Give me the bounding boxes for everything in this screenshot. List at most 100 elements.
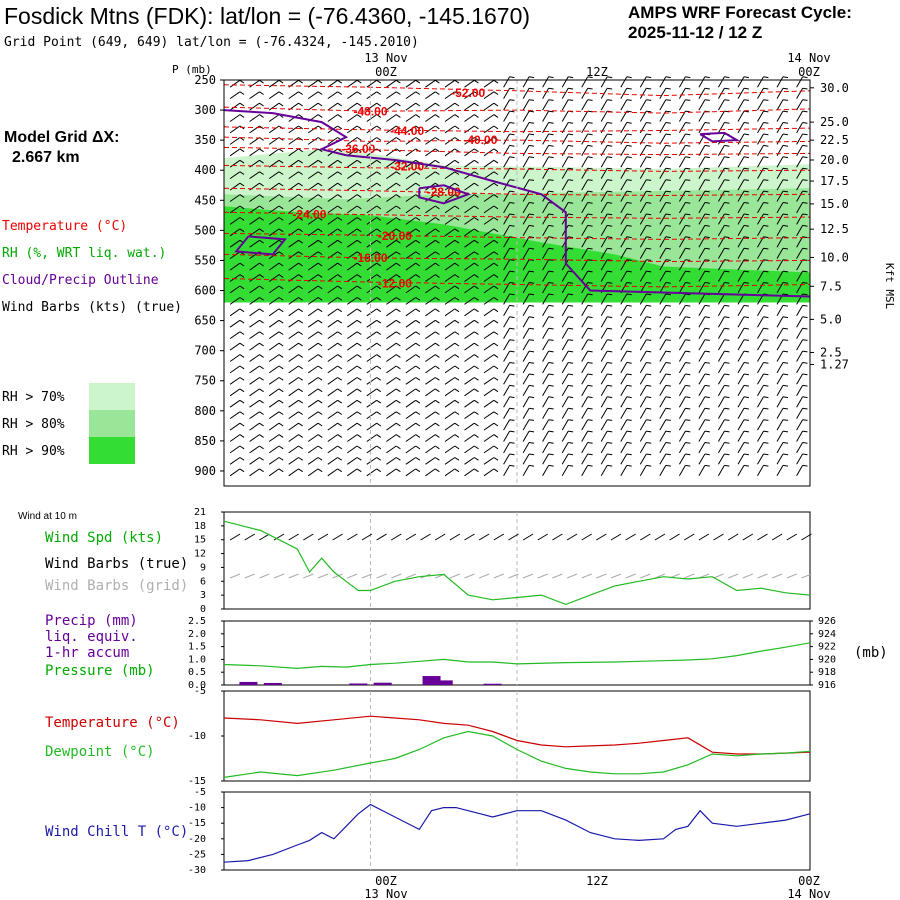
wind-barb — [776, 419, 784, 431]
wind-barb — [698, 156, 706, 168]
wind-barb — [503, 110, 511, 122]
wind-barb — [659, 213, 667, 225]
wind-at-10m-label: Wind at 10 m — [18, 511, 77, 522]
y-tick-label: -25 — [188, 849, 206, 860]
cloud-outline — [234, 235, 287, 256]
wind-barb-true — [229, 533, 241, 541]
wind-barb-flag — [607, 304, 613, 307]
wind-barb-flag — [704, 202, 710, 204]
wind-barb — [503, 419, 511, 431]
wind-barb — [561, 76, 569, 88]
wind-barb — [581, 110, 589, 122]
precip-bar — [434, 680, 453, 685]
wind-barb-flag — [509, 202, 515, 204]
wind-barb-grid — [376, 573, 387, 579]
wind-barb — [776, 453, 784, 465]
wind-barb-flag — [568, 282, 574, 284]
wind-barb — [405, 331, 416, 340]
wind-barb — [678, 442, 686, 454]
wind-barb-flag — [298, 239, 303, 244]
wind-barb-flag — [607, 87, 613, 90]
wind-barb-flag — [239, 274, 245, 278]
wind-barb-flag — [509, 339, 515, 341]
wind-barb — [268, 285, 280, 294]
wind-barb-flag — [568, 133, 574, 136]
wind-barb — [386, 217, 397, 225]
wind-barb-flag — [685, 99, 691, 101]
wind-barb — [600, 407, 608, 419]
wind-barb-true — [420, 533, 431, 541]
wind-barb-true — [493, 533, 505, 541]
wind-barb — [757, 88, 764, 99]
wind-barb-flag — [763, 407, 769, 410]
wind-barb-flag — [415, 377, 421, 381]
wind-barb-flag — [763, 464, 769, 467]
wind-barb-flag — [454, 331, 460, 335]
wind-barb-flag — [724, 76, 730, 79]
wind-barb-flag — [685, 350, 691, 353]
wind-barb — [483, 91, 495, 100]
wind-barb-flag — [548, 282, 554, 284]
wind-barb-true — [361, 533, 373, 541]
wind-barb-flag — [493, 102, 499, 107]
top-time-label: 12Z — [586, 65, 608, 79]
wind-barb-flag — [704, 122, 710, 124]
wind-barb — [522, 327, 530, 339]
wind-barb-flag — [376, 354, 382, 358]
wind-barb — [249, 422, 260, 431]
wind-barb — [347, 285, 358, 294]
wind-barb — [327, 422, 338, 431]
wind-barb — [796, 202, 804, 214]
wind-barb-flag — [743, 156, 749, 159]
wind-barb — [776, 133, 784, 145]
wind-barb-flag — [509, 464, 515, 467]
wind-barb — [327, 297, 338, 305]
wind-barb-flag — [317, 182, 323, 187]
wind-barb — [249, 239, 260, 248]
wind-barb-flag — [337, 468, 343, 473]
wind-barb-true — [596, 533, 607, 541]
wind-barb — [776, 430, 784, 442]
wind-barb-flag — [782, 213, 789, 216]
wind-barb-flag — [435, 274, 440, 278]
y-tick-label: 6 — [200, 576, 206, 587]
wind-barb-flag — [626, 213, 632, 216]
wind-barb — [796, 327, 804, 339]
wind-barb — [464, 228, 475, 237]
wind-barb-flag — [529, 419, 535, 421]
wind-barb-flag — [529, 167, 535, 170]
wind-barb-flag — [356, 148, 362, 153]
wind-barb — [698, 453, 706, 465]
wind-barb — [659, 76, 667, 88]
wind-barb-flag — [298, 457, 303, 461]
wind-barb — [581, 373, 589, 385]
wind-barb — [639, 385, 647, 397]
wind-barb — [698, 385, 706, 397]
wind-barb-flag — [548, 76, 554, 79]
wind-barb — [386, 228, 397, 237]
wind-barb-flag — [415, 445, 421, 450]
wind-barb — [366, 102, 377, 111]
wind-barb — [483, 411, 495, 420]
wind-barb — [561, 430, 569, 442]
wind-barb — [405, 399, 416, 408]
wind-barb — [542, 373, 550, 385]
wind-barb — [600, 190, 608, 202]
wind-barb — [737, 99, 745, 111]
wind-barb-flag — [376, 79, 382, 84]
wind-barb-flag — [568, 236, 574, 239]
wind-barb — [698, 179, 706, 191]
precip-bar — [263, 682, 282, 685]
wind-barb — [483, 388, 495, 397]
wind-barb-flag — [646, 156, 652, 159]
wind-barb — [542, 202, 550, 214]
wind-barb-flag — [646, 236, 652, 239]
wind-barb-flag — [782, 133, 789, 136]
wind-barb — [757, 305, 764, 317]
wind-barb-flag — [278, 388, 284, 393]
wind-barb — [268, 388, 280, 397]
wind-barb — [503, 362, 511, 374]
wind-barb — [717, 327, 725, 339]
wind-barb — [561, 99, 569, 111]
